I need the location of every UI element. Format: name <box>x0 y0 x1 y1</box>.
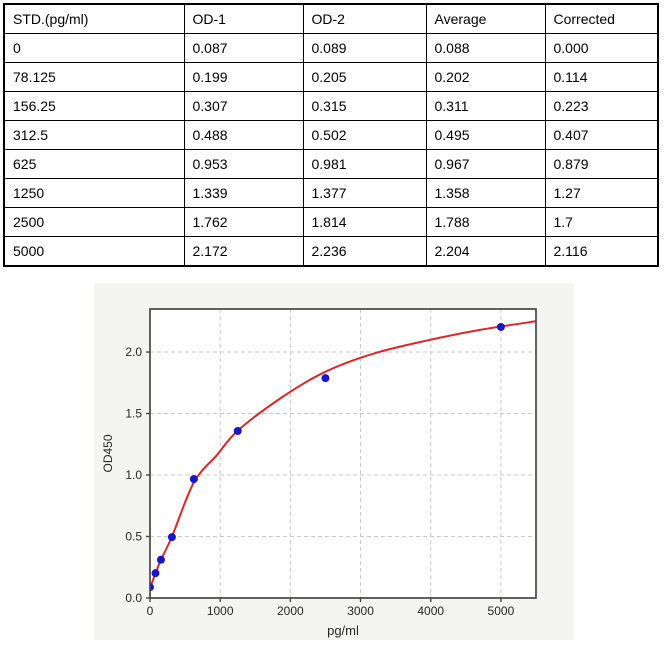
table-cell: 1.762 <box>183 207 304 237</box>
table-row: 0 0.087 0.089 0.088 0.000 <box>3 33 659 63</box>
column-header: OD-1 <box>183 3 304 34</box>
axes-border <box>149 308 537 599</box>
y-axis-label: OD450 <box>101 434 115 472</box>
y-tick-label: 1.0 <box>125 468 142 482</box>
table-cell: 0.407 <box>544 120 659 150</box>
data-point <box>321 374 330 383</box>
table-cell: 0.879 <box>544 149 659 179</box>
table-cell: 0.315 <box>302 91 427 121</box>
data-point <box>233 426 242 435</box>
column-header: Corrected <box>544 3 659 34</box>
table-cell: 1.7 <box>544 207 659 237</box>
table-cell: 0.307 <box>183 91 304 121</box>
table-cell: 0.114 <box>544 62 659 92</box>
table-cell: 0.087 <box>183 33 304 63</box>
table-cell: 0.202 <box>425 62 546 92</box>
table-cell: 0.495 <box>425 120 546 150</box>
data-point <box>167 533 176 542</box>
y-tick-label: 0.0 <box>125 591 142 605</box>
x-tick-label: 1000 <box>207 604 234 618</box>
table-row: 5000 2.172 2.236 2.204 2.116 <box>3 236 659 267</box>
data-point <box>189 475 198 484</box>
table-cell: 0.088 <box>425 33 546 63</box>
tick-marks <box>146 351 502 602</box>
x-tick-label: 4000 <box>417 604 444 618</box>
table-cell: 156.25 <box>3 91 185 121</box>
table-cell: 5000 <box>3 236 185 267</box>
table-cell: 0.223 <box>544 91 659 121</box>
table-row: 625 0.953 0.981 0.967 0.879 <box>3 149 659 179</box>
table-cell: 2.172 <box>183 236 304 267</box>
plot-area <box>150 309 536 598</box>
gridlines <box>150 309 536 598</box>
data-point <box>151 569 160 578</box>
table-body: 0 0.087 0.089 0.088 0.000 78.125 0.199 0.205 0.2… <box>3 33 659 267</box>
table-cell: 1.377 <box>302 178 427 208</box>
tick-labels: 0 1000 2000 3000 4000 5000 0.0 0.5 1.0 1.5 2.0 <box>125 345 514 618</box>
data-point <box>156 555 165 564</box>
table-cell: 0.000 <box>544 33 659 63</box>
table-cell: 0.488 <box>183 120 304 150</box>
table-cell: 0.967 <box>425 149 546 179</box>
y-tick-label: 2.0 <box>125 345 142 359</box>
x-tick-label: 2000 <box>277 604 304 618</box>
x-tick-label: 5000 <box>488 604 515 618</box>
column-header: OD-2 <box>302 3 427 34</box>
table-cell: 1250 <box>3 178 185 208</box>
table-cell: 2.236 <box>302 236 427 267</box>
column-header: STD.(pg/ml) <box>3 3 185 34</box>
table-cell: 78.125 <box>3 62 185 92</box>
column-header: Average <box>425 3 546 34</box>
table-cell: 1.27 <box>544 178 659 208</box>
table-row: 156.25 0.307 0.315 0.311 0.223 <box>3 91 659 121</box>
table-cell: 0.502 <box>302 120 427 150</box>
table-cell: 1.788 <box>425 207 546 237</box>
table-cell: 2.204 <box>425 236 546 267</box>
table-cell: 625 <box>3 149 185 179</box>
table-cell: 0.311 <box>425 91 546 121</box>
table-cell: 1.339 <box>183 178 304 208</box>
standards-table: STD.(pg/ml) OD-1 OD-2 Average Corrected 0 0.0… <box>3 3 659 267</box>
table-row: 2500 1.762 1.814 1.788 1.7 <box>3 207 659 237</box>
table-cell: 0.953 <box>183 149 304 179</box>
table-cell: 0.205 <box>302 62 427 92</box>
table-row: 312.5 0.488 0.502 0.495 0.407 <box>3 120 659 150</box>
data-point <box>150 583 154 592</box>
y-tick-label: 1.5 <box>125 407 142 421</box>
x-tick-label: 3000 <box>347 604 374 618</box>
standard-curve-figure: 0 1000 2000 3000 4000 5000 0.0 0.5 1.0 1.5 2.0 pg/m… <box>94 283 574 640</box>
table-row: 78.125 0.199 0.205 0.202 0.114 <box>3 62 659 92</box>
table-row: 1250 1.339 1.377 1.358 1.27 <box>3 178 659 208</box>
table-header-row: STD.(pg/ml) OD-1 OD-2 Average Corrected <box>3 3 659 34</box>
y-tick-label: 0.5 <box>125 530 142 544</box>
standard-curve-chart: 0 1000 2000 3000 4000 5000 0.0 0.5 1.0 1.5 2.0 pg/m… <box>101 308 537 638</box>
data-point <box>496 322 505 331</box>
x-tick-label: 0 <box>147 604 154 618</box>
table-cell: 0 <box>3 33 185 63</box>
table-cell: 1.358 <box>425 178 546 208</box>
table-cell: 0.199 <box>183 62 304 92</box>
data-points <box>150 322 505 592</box>
table-cell: 312.5 <box>3 120 185 150</box>
table-cell: 2500 <box>3 207 185 237</box>
table-cell: 1.814 <box>302 207 427 237</box>
table-cell: 2.116 <box>544 236 659 267</box>
table-cell: 0.089 <box>302 33 427 63</box>
x-axis-label: pg/ml <box>327 623 359 638</box>
table-cell: 0.981 <box>302 149 427 179</box>
